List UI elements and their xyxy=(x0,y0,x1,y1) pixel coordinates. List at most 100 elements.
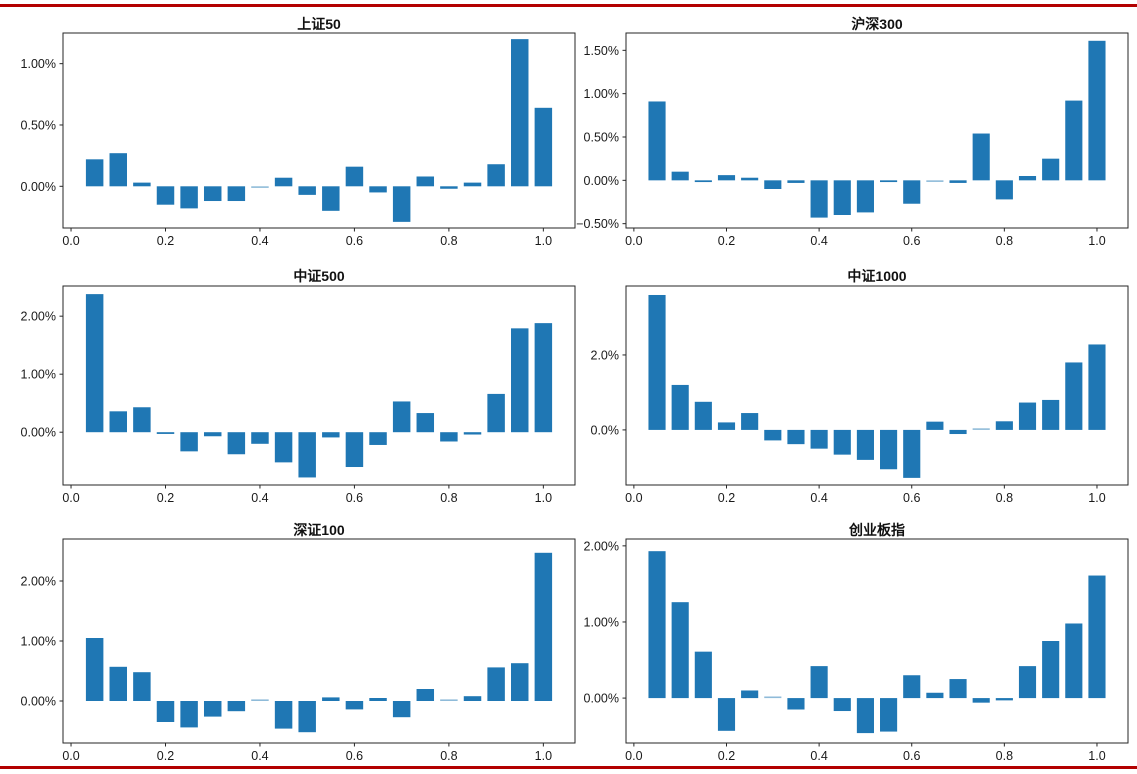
x-tick-label: 0.4 xyxy=(251,234,268,248)
bar xyxy=(322,432,340,438)
bar xyxy=(810,429,828,449)
bar xyxy=(1042,158,1060,181)
bar xyxy=(322,697,340,701)
x-tick-label: 0.8 xyxy=(440,491,457,505)
bar xyxy=(694,401,712,430)
bar xyxy=(903,180,921,204)
bar-series xyxy=(85,39,553,222)
bar xyxy=(833,698,851,712)
bar xyxy=(880,180,898,183)
x-tick-label: 0.0 xyxy=(62,749,79,763)
subplot-szse100: 深证100 0.00% 1.00% 2.00% 0.0 0.2 0.4 0.6 0.8 1.0 xyxy=(0,516,586,774)
bar xyxy=(180,186,198,209)
bar xyxy=(810,666,828,699)
x-tick-label: 0.0 xyxy=(625,749,642,763)
bar-series xyxy=(648,294,1106,478)
bar xyxy=(203,432,222,437)
y-tick-label: −0.50% xyxy=(576,217,619,231)
x-tick-label: 0.8 xyxy=(440,749,457,763)
plot-border xyxy=(625,538,1129,744)
y-tick-label: 1.00% xyxy=(584,615,619,629)
x-axis: 0.0 0.2 0.4 0.6 0.8 1.0 xyxy=(625,743,1106,763)
chart-title: 深证100 xyxy=(293,522,345,538)
bar xyxy=(416,176,435,187)
bar xyxy=(880,429,898,470)
x-tick-label: 0.2 xyxy=(718,234,735,248)
subplot-sse50: 上证50 0.00% 0.50% 1.00% 0.0 0.2 0.4 0.6 0.8 1.0 xyxy=(0,7,586,258)
bar xyxy=(534,552,553,701)
bar xyxy=(440,699,458,701)
x-axis: 0.0 0.2 0.4 0.6 0.8 1.0 xyxy=(62,228,552,248)
chart-title: 中证500 xyxy=(293,268,345,284)
bar xyxy=(787,180,805,183)
x-tick-label: 0.8 xyxy=(996,491,1013,505)
bar xyxy=(717,422,736,430)
x-tick-label: 0.8 xyxy=(996,234,1013,248)
bar xyxy=(487,667,505,701)
bar xyxy=(856,429,874,460)
x-tick-label: 0.4 xyxy=(810,749,827,763)
bar xyxy=(648,551,666,699)
bar xyxy=(717,175,736,181)
bar xyxy=(251,699,269,701)
bar xyxy=(1065,100,1083,181)
chart-plot: 中证500 0.00% 1.00% 2.00% 0.0 0.2 0.4 0.6 0.8 1.0 xyxy=(21,268,576,505)
plot-border xyxy=(62,538,576,744)
subplot-chinext: 创业板指 0.00% 1.00% 2.00% 0.0 0.2 0.4 0.6 0.8 1.0 xyxy=(584,516,1137,774)
bar-series xyxy=(648,40,1106,218)
x-tick-label: 0.2 xyxy=(718,749,735,763)
x-tick-label: 1.0 xyxy=(1088,749,1105,763)
bar xyxy=(392,186,411,222)
y-axis: 0.00% 0.50% 1.00% xyxy=(21,57,63,194)
bar xyxy=(1088,344,1106,430)
bar xyxy=(203,186,222,202)
x-axis: 0.0 0.2 0.4 0.6 0.8 1.0 xyxy=(62,743,552,763)
bar xyxy=(671,384,689,430)
bar xyxy=(995,421,1013,430)
bar xyxy=(274,177,293,187)
chart-plot: 上证50 0.00% 0.50% 1.00% 0.0 0.2 0.4 0.6 0.8 1.0 xyxy=(21,16,576,248)
bar xyxy=(949,429,967,435)
subplot-csi500: 中证500 0.00% 1.00% 2.00% 0.0 0.2 0.4 0.6 0.8 1.0 xyxy=(0,258,586,516)
subplot-csi300: 沪深300 −0.50% 0.00% 0.50% 1.00% 1.50% 0.0 0.2 0.… xyxy=(576,7,1137,258)
bar xyxy=(949,679,967,699)
bar-series xyxy=(85,552,553,733)
bar xyxy=(251,186,269,188)
bar xyxy=(995,180,1013,200)
top-rule xyxy=(0,4,1137,7)
x-tick-label: 1.0 xyxy=(1088,234,1105,248)
bar xyxy=(511,328,529,433)
bar xyxy=(903,675,921,699)
bar xyxy=(109,153,127,187)
x-tick-label: 0.6 xyxy=(903,491,920,505)
chart-title: 沪深300 xyxy=(851,16,903,32)
x-tick-label: 0.8 xyxy=(440,234,457,248)
bar xyxy=(463,432,482,435)
bar xyxy=(764,180,782,189)
bar xyxy=(440,432,458,442)
bar xyxy=(369,186,387,193)
y-tick-label: 0.00% xyxy=(21,695,56,709)
bar xyxy=(298,186,316,195)
bottom-rule xyxy=(0,766,1137,769)
y-tick-label: 1.00% xyxy=(584,87,619,101)
x-tick-label: 0.2 xyxy=(718,491,735,505)
plot-border xyxy=(62,32,576,229)
bar xyxy=(487,393,505,433)
x-tick-label: 0.0 xyxy=(625,491,642,505)
chart-plot: 沪深300 −0.50%0.00%0.50%1.00%1.50%0.0 0.2 0.… xyxy=(576,16,1129,248)
chart-title: 上证50 xyxy=(297,16,341,32)
bar xyxy=(274,432,293,463)
bar xyxy=(227,432,246,455)
y-axis: 0.00% 1.00% 2.00% xyxy=(21,310,63,440)
x-tick-label: 1.0 xyxy=(1088,491,1105,505)
chart-plot: 中证1000 0.0% 2.0% 0.0 0.2 0.4 0.6 0.8 1.0 xyxy=(591,268,1129,505)
y-tick-label: 0.50% xyxy=(584,131,619,145)
bar xyxy=(298,432,316,478)
bar xyxy=(85,294,104,433)
bar xyxy=(156,186,175,205)
y-tick-label: 1.00% xyxy=(21,635,56,649)
y-tick-label: 1.00% xyxy=(21,368,56,382)
bar xyxy=(534,323,553,433)
